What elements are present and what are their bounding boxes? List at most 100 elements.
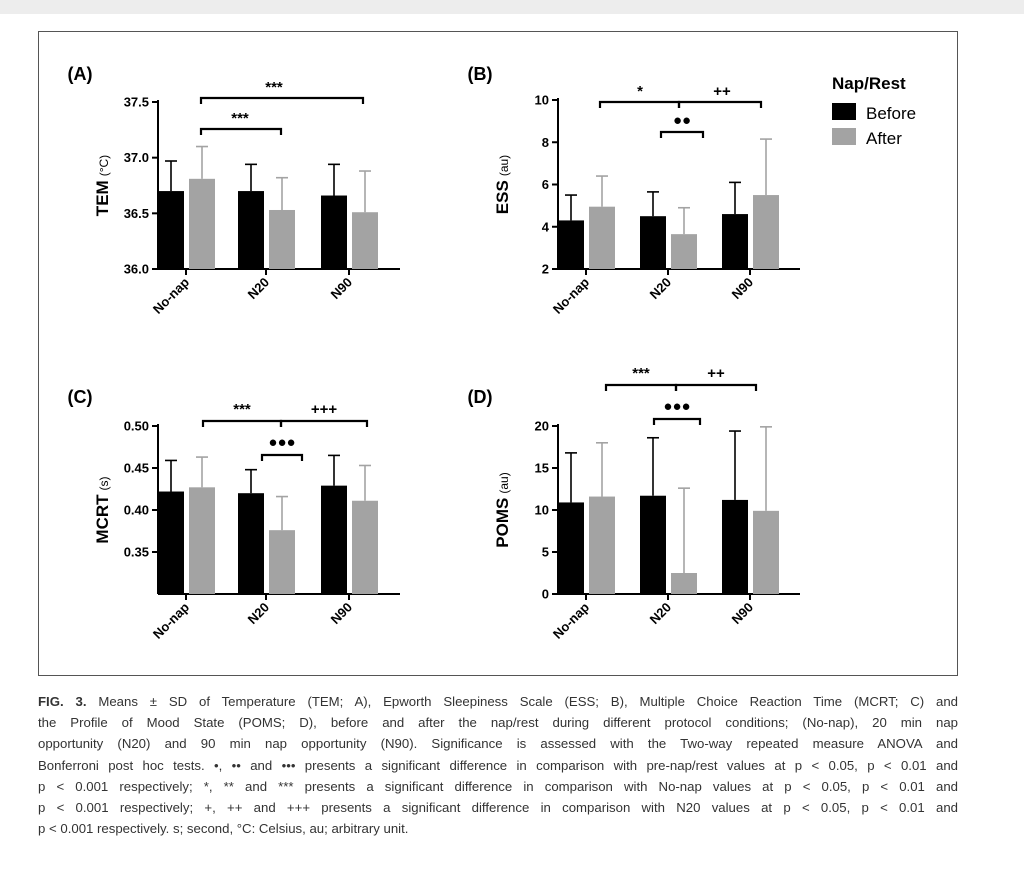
y-axis-label: TEM (°C) <box>93 155 112 216</box>
significance-bracket <box>598 100 681 108</box>
significance-label: *** <box>233 401 251 418</box>
bar-before-no-nap <box>558 220 584 269</box>
y-axis-label: ESS (au) <box>493 155 512 214</box>
bar-before-n90 <box>722 214 748 269</box>
bar-before-n20 <box>238 493 264 594</box>
chart-legend: Nap/Rest Before After <box>832 74 916 148</box>
y-tick-label: 20 <box>535 419 549 434</box>
y-tick-label: 0.40 <box>124 503 149 518</box>
category-label-n20: N20 <box>647 275 674 302</box>
bar-before-no-nap <box>558 502 584 594</box>
significance-label: ●● <box>673 112 691 129</box>
category-label-n90: N90 <box>328 600 355 627</box>
y-axis-label-name: POMS <box>493 498 512 548</box>
caption-line-6: p < 0.001 respectively; +, ++ and +++ pr… <box>38 800 958 816</box>
y-tick-label: 36.0 <box>124 262 149 277</box>
chart-panel-3: (C) 0.35 0.40 0.45 0.50 MCRT (s) No-nap N20 N90 **… <box>68 387 400 642</box>
category-label-n90: N90 <box>328 275 355 302</box>
legend-label-before: Before <box>866 104 916 123</box>
y-tick-label: 15 <box>535 461 549 476</box>
y-axis-label-name: ESS <box>493 180 512 214</box>
panel-label: (D) <box>468 387 493 407</box>
bar-after-no-nap <box>189 178 215 269</box>
bar-after-n20 <box>671 234 697 269</box>
y-axis-label-unit: (au) <box>497 472 511 493</box>
significance-bracket <box>279 419 369 427</box>
bar-after-no-nap <box>189 487 215 594</box>
significance-label: *** <box>265 79 283 96</box>
y-tick-label: 8 <box>542 135 549 150</box>
y-tick-label: 37.5 <box>124 95 149 110</box>
significance-bracket <box>260 453 304 461</box>
category-label-n90: N90 <box>729 275 756 302</box>
significance-label: ++ <box>707 365 725 382</box>
caption-line-5: p < 0.001 respectively; *, ** and *** pr… <box>38 778 958 794</box>
figure-caption: FIG. 3. Means ± SD of Temperature (TEM; … <box>38 691 958 839</box>
bar-after-n90 <box>352 500 378 594</box>
y-tick-label: 0.45 <box>124 461 149 476</box>
category-label-n90: N90 <box>729 600 756 627</box>
y-tick-label: 6 <box>542 177 549 192</box>
y-tick-label: 2 <box>542 262 549 277</box>
panel-label: (A) <box>68 64 93 84</box>
significance-bracket <box>674 383 758 391</box>
y-tick-label: 0.50 <box>124 419 149 434</box>
panel-label: (C) <box>68 387 93 407</box>
caption-line-2: the Profile of Mood State (POMS; D), bef… <box>38 715 958 731</box>
chart-panel-4: (D) 0 5 10 15 20 POMS (au) No-nap N20 N90 *** ++ ●●● <box>468 365 800 642</box>
significance-bracket <box>659 130 705 138</box>
y-axis-label-unit: (s) <box>97 476 111 490</box>
bar-after-n20 <box>671 573 697 594</box>
significance-label: +++ <box>311 401 338 418</box>
y-axis-label-name: MCRT <box>93 494 112 544</box>
y-tick-label: 37.0 <box>124 150 149 165</box>
category-label-no-nap: No-nap <box>550 599 592 641</box>
chart-panel-2: (B) 2 4 6 8 10 ESS (au) No-nap N20 N90 * ++ ●● <box>468 64 800 317</box>
caption-line-1-text: Means ± SD of Temperature (TEM; A), Epwo… <box>98 694 958 709</box>
bar-after-n90 <box>352 212 378 269</box>
legend-label-after: After <box>866 129 902 148</box>
category-label-no-nap: No-nap <box>150 599 192 641</box>
significance-bracket <box>199 127 283 135</box>
y-tick-label: 36.5 <box>124 206 149 221</box>
category-label-n20: N20 <box>245 600 272 627</box>
significance-label: * <box>637 83 643 100</box>
caption-line-1: FIG. 3. Means ± SD of Temperature (TEM; … <box>38 691 958 712</box>
caption-line-3: opportunity (N20) and 90 min nap opportu… <box>38 736 958 752</box>
significance-bracket <box>604 383 678 391</box>
bar-after-n20 <box>269 209 295 269</box>
caption-line-4: Bonferroni post hoc tests. •, •• and •••… <box>38 757 958 773</box>
significance-bracket <box>201 419 283 427</box>
y-tick-label: 0 <box>542 587 549 602</box>
category-label-n20: N20 <box>245 275 272 302</box>
significance-bracket <box>677 100 763 108</box>
bar-before-no-nap <box>158 191 184 269</box>
legend-title: Nap/Rest <box>832 74 906 93</box>
bar-after-n20 <box>269 530 295 594</box>
category-label-no-nap: No-nap <box>150 274 192 316</box>
significance-label: ++ <box>713 83 731 100</box>
y-axis-label-unit: (°C) <box>97 155 111 176</box>
chart-panel-1: (A) 36.0 36.5 37.0 37.5 TEM (°C) No-nap N20 N90 **… <box>68 64 400 317</box>
caption-fig-label: FIG. 3. <box>38 694 87 709</box>
y-tick-label: 10 <box>535 93 549 108</box>
y-axis-label-unit: (au) <box>497 155 511 176</box>
legend-swatch-after <box>832 128 856 145</box>
bar-before-n90 <box>722 499 748 594</box>
bar-after-n90 <box>753 510 779 594</box>
significance-bracket <box>652 417 702 425</box>
bar-before-no-nap <box>158 491 184 594</box>
significance-label: ●●● <box>268 434 295 451</box>
significance-label: *** <box>231 110 249 127</box>
page-top-band <box>0 0 1024 14</box>
category-label-n20: N20 <box>647 600 674 627</box>
bar-before-n90 <box>321 485 347 594</box>
significance-label: ●●● <box>663 398 690 415</box>
y-tick-label: 4 <box>542 219 550 234</box>
bar-after-no-nap <box>589 496 615 594</box>
y-tick-label: 10 <box>535 503 549 518</box>
legend-swatch-before <box>832 103 856 120</box>
significance-label: *** <box>632 365 650 382</box>
bar-before-n90 <box>321 195 347 269</box>
